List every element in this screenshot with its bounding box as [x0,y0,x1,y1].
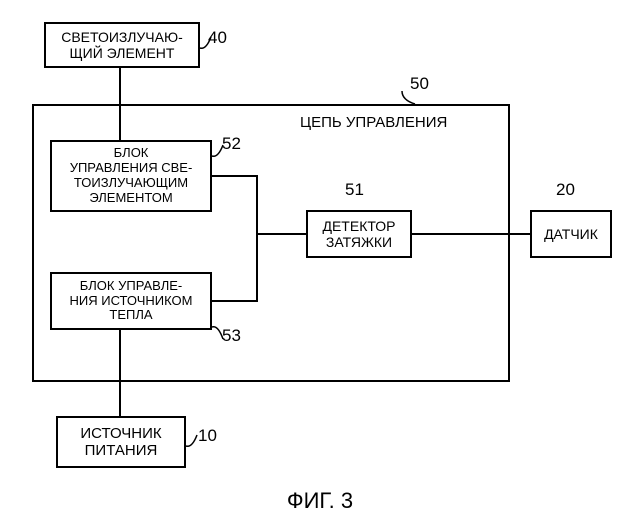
ref-51: 51 [345,180,364,200]
block-heat-control: БЛОК УПРАВЛЕ-НИЯ ИСТОЧНИКОМТЕПЛА [50,272,212,330]
block-power-source: ИСТОЧНИКПИТАНИЯ [56,416,186,468]
ref-curve-10 [185,434,199,448]
ref-10: 10 [198,426,217,446]
block-puff-detector: ДЕТЕКТОРЗАТЯЖКИ [306,210,412,258]
conn-heatctrl-right [212,300,258,302]
block-label: БЛОКУПРАВЛЕНИЯ СВЕ-ТОИЗЛУЧАЮЩИМЭЛЕМЕНТОМ [70,146,193,206]
ref-40: 40 [208,28,227,48]
ref-52: 52 [222,134,241,154]
figure-caption: ФИГ. 3 [0,488,640,514]
conn-puff-to-sensor [412,233,530,235]
ref-20: 20 [556,180,575,200]
conn-heat-to-power [119,330,121,416]
conn-bus-to-puff [256,233,306,235]
ref-53: 53 [222,326,241,346]
block-label: БЛОК УПРАВЛЕ-НИЯ ИСТОЧНИКОМТЕПЛА [70,279,193,324]
block-label: СВЕТОИЗЛУЧАЮ-ЩИЙ ЭЛЕМЕНТ [61,29,183,61]
control-circuit-title: ЦЕПЬ УПРАВЛЕНИЯ [300,114,447,131]
block-label: ДЕТЕКТОРЗАТЯЖКИ [322,218,395,250]
ref-50: 50 [410,74,429,94]
block-label: ИСТОЧНИКПИТАНИЯ [80,425,161,460]
block-light-emitting: СВЕТОИЗЛУЧАЮ-ЩИЙ ЭЛЕМЕНТ [44,22,200,68]
block-label: ДАТЧИК [544,226,598,242]
block-led-control: БЛОКУПРАВЛЕНИЯ СВЕ-ТОИЗЛУЧАЮЩИМЭЛЕМЕНТОМ [50,140,212,212]
conn-ledctrl-right [212,175,258,177]
conn-bus-vert [256,175,258,302]
block-sensor: ДАТЧИК [530,210,612,258]
